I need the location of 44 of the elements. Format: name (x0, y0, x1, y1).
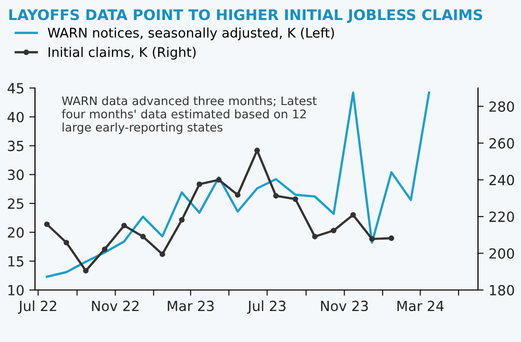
point (292, 196, 298, 202)
point (350, 212, 356, 218)
point (254, 148, 260, 154)
point (121, 222, 127, 228)
y-tick-label: 35 (8, 140, 24, 152)
y-tick-label: 15 (8, 256, 24, 267)
y-tick-label: 10 (8, 284, 24, 296)
point (140, 234, 146, 240)
point (312, 234, 318, 240)
y2-tick-label: 240 (489, 174, 514, 186)
y2-tick-label: 180 (490, 284, 514, 296)
x-tick-label: Jul 22 (18, 300, 56, 314)
point (330, 228, 336, 234)
point (273, 193, 279, 199)
y-tick-label: 30 (8, 170, 24, 180)
point (102, 246, 108, 252)
x-tick-label: Nov 22 (92, 300, 139, 312)
y-tick-label: 25 (8, 198, 24, 209)
x-tick-label: Mar 23 (168, 300, 214, 312)
point (179, 217, 185, 223)
point (216, 177, 222, 183)
y-tick-label: 45 (8, 83, 24, 94)
legend-label: WARN notices, seasonally adjusted, K (Left) (48, 28, 334, 40)
y-tick-label: 20 (8, 227, 24, 238)
point (234, 192, 240, 198)
x-tick-label: Jul 23 (247, 300, 286, 314)
y2-tick-label: 220 (489, 212, 514, 222)
annotation: WARN data advanced three months; Latest four months' data estimated based on 12 large early-reporting states (62, 96, 317, 134)
point (196, 181, 202, 188)
x-tick-label: Mar 24 (397, 300, 444, 312)
point (160, 251, 166, 257)
y-tick-label: 40 (8, 112, 24, 122)
y2-tick-label: 280 (489, 101, 514, 112)
x-tick-label: Nov 23 (321, 300, 368, 312)
y2-tick-label: 200 (489, 248, 514, 259)
point (388, 235, 394, 241)
legend-label: Initial claims, K (Right) (48, 46, 196, 60)
chart-title: LAYOFFS DATA POINT TO HIGHER INITIAL JOBLESS CLAIMS (9, 9, 482, 23)
point (369, 236, 375, 242)
y2-tick-label: 260 (489, 138, 514, 149)
line-series (46, 92, 430, 278)
point (44, 221, 50, 228)
point (64, 240, 70, 246)
point (83, 268, 89, 274)
